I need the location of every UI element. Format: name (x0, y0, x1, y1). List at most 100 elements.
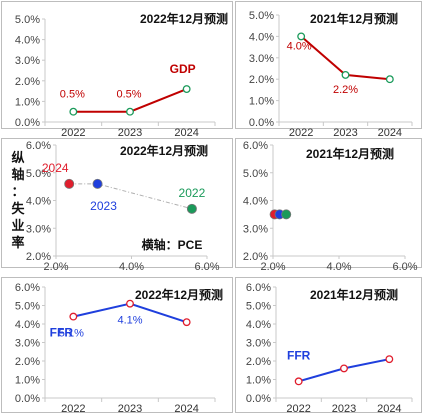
y-tick-label: 4.0% (249, 31, 274, 43)
x-tick-label: 6.0% (194, 261, 219, 273)
x-tick-label: 2023 (118, 127, 142, 139)
chart-title: 2021年12月预测 (310, 287, 398, 302)
y-tick-label: 3.0% (243, 223, 268, 235)
chart-title: 2022年12月预测 (135, 287, 223, 302)
chart-panel-p2: 2021年12月预测 0.0% 1.0% 2.0% 3.0% 4.0% 5.0% 2022 20… (235, 1, 422, 139)
data-point (182, 318, 191, 327)
y-tick-label: 1.0% (249, 96, 274, 108)
y-tick-label: 0.0% (15, 117, 40, 129)
data-label: 5.1% (59, 328, 84, 340)
x-tick-label: 2024 (174, 127, 198, 139)
x-tick-label: 4.0% (326, 261, 351, 273)
panel-frame (1, 277, 233, 413)
panel-frame (235, 277, 422, 413)
chart-title: 2022年12月预测 (140, 11, 228, 26)
x-tick-label: 2022 (61, 127, 85, 139)
panel-frame (235, 1, 422, 129)
y-tick-label: 5.0% (15, 14, 40, 26)
y-tick-label: 4.0% (243, 196, 268, 208)
panel-frame (235, 138, 422, 268)
y-tick-label: 2.0% (15, 356, 40, 368)
x-tick-label: 2023 (333, 127, 357, 139)
data-point (341, 70, 350, 79)
data-point (126, 299, 134, 308)
y-tick-label: 5.0% (246, 301, 271, 313)
data-point (294, 377, 303, 386)
x-tick-label: 2022 (286, 403, 310, 415)
panel-frame (1, 1, 233, 129)
data-point (297, 32, 306, 41)
series-name-label: FFR (287, 348, 311, 362)
x-tick-label: 4.0% (119, 261, 144, 273)
x-tick-label: 2024 (378, 127, 402, 139)
y-tick-label: 2.0% (249, 74, 274, 86)
data-point (69, 107, 78, 116)
x-tick-label: 2.0% (43, 261, 68, 273)
y-tick-label: 5.0% (15, 301, 40, 313)
y-tick-label: 1.0% (15, 96, 40, 108)
y-tick-label: 3.0% (249, 53, 274, 65)
data-point (126, 107, 134, 116)
y-axis-label: 纵轴：失业率 (11, 150, 25, 250)
x-tick-label: 2024 (377, 403, 401, 415)
y-tick-label: 1.0% (15, 375, 40, 387)
y-tick-label: 4.0% (246, 319, 271, 331)
y-tick-label: 0.0% (15, 393, 40, 405)
data-point (69, 312, 78, 321)
x-tick-label: 6.0% (392, 261, 417, 273)
point-label-2022: 2022 (179, 186, 206, 200)
x-tick-label: 2.0% (260, 261, 285, 273)
data-label: 0.5% (60, 89, 85, 101)
x-tick-label: 2024 (174, 403, 198, 415)
y-tick-label: 6.0% (15, 282, 40, 294)
series-name-label: GDP (170, 62, 196, 76)
point-label-2024: 2024 (42, 161, 69, 175)
scatter-point-2022 (186, 203, 197, 214)
series-name-label: FFR (50, 326, 74, 340)
y-tick-label: 0.0% (249, 117, 274, 129)
panel-frame (1, 138, 233, 268)
y-tick-label: 5.0% (249, 10, 274, 22)
y-tick-label: 3.0% (26, 223, 51, 235)
y-tick-label: 3.0% (246, 338, 271, 350)
scatter-point-2022 (281, 209, 292, 220)
data-point (182, 85, 191, 93)
x-tick-label: 2022 (61, 403, 85, 415)
y-tick-label: 6.0% (26, 140, 51, 152)
chart-panel-p3: 2022年12月预测 2.0% 3.0% 4.0% 5.0% 6.0% 2.0% 4.0% 6.… (1, 138, 233, 273)
chart-panel-p1: 2022年12月预测 0.0% 1.0% 2.0% 3.0% 4.0% 5.0% 2022 20… (1, 1, 233, 139)
y-tick-label: 1.0% (246, 375, 271, 387)
y-tick-label: 2.0% (15, 76, 40, 88)
data-label: 2.2% (333, 84, 358, 96)
y-tick-label: 4.0% (15, 35, 40, 47)
data-point (385, 75, 394, 84)
y-tick-label: 2.0% (243, 251, 268, 263)
y-tick-label: 6.0% (243, 140, 268, 152)
x-tick-label: 2022 (289, 127, 313, 139)
y-tick-label: 0.0% (246, 393, 271, 405)
x-tick-label: 2023 (332, 403, 356, 415)
y-tick-label: 3.0% (15, 55, 40, 67)
scatter-point-2024 (64, 178, 75, 189)
y-tick-label: 6.0% (246, 282, 271, 294)
data-point (340, 364, 348, 373)
x-tick-label: 2023 (118, 403, 142, 415)
chart-panel-p4: 2021年12月预测 2.0% 3.0% 4.0% 5.0% 6.0% 2.0% 4.0% 6.… (235, 138, 422, 273)
chart-title: 2022年12月预测 (120, 143, 208, 158)
chart-panel-p6: 2021年12月预测 0.0% 1.0% 2.0% 3.0% 4.0% 5.0% 6.0% 20… (235, 277, 422, 415)
y-tick-label: 4.0% (15, 319, 40, 331)
y-tick-label: 5.0% (26, 168, 51, 180)
scatter-point-2023 (92, 178, 103, 189)
data-point (385, 355, 394, 364)
y-tick-label: 2.0% (26, 251, 51, 263)
point-label-2023: 2023 (90, 199, 117, 213)
chart-title: 2021年12月预测 (306, 146, 394, 161)
data-label: 4.0% (287, 40, 312, 52)
y-tick-label: 2.0% (246, 356, 271, 368)
y-tick-label: 4.0% (26, 196, 51, 208)
data-label: 0.5% (116, 89, 141, 101)
x-axis-label: 横轴：PCE (142, 237, 203, 252)
y-tick-label: 5.0% (243, 168, 268, 180)
data-label: 4.1% (117, 315, 142, 327)
